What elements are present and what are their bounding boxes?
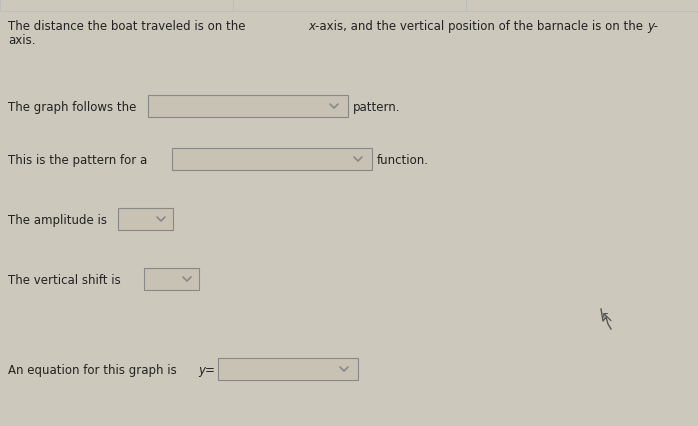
Bar [0,0,698,12]
Text: -axis, and the vertical position of the barnacle is on the: -axis, and the vertical position of the … [315,20,647,33]
Text: The amplitude is: The amplitude is [8,213,111,227]
Bar [148,96,348,118]
Bar [118,208,173,230]
Text: An equation for this graph is: An equation for this graph is [8,363,181,376]
Text: y: y [198,363,205,376]
Text: axis.: axis. [8,34,36,47]
Text: =: = [205,363,215,376]
Text: This is the pattern for a: This is the pattern for a [8,154,151,167]
Text: x: x [308,20,315,33]
Bar [144,268,199,290]
Text: y-: y- [647,20,658,33]
Bar [172,149,372,170]
Text: The distance the boat traveled is on the: The distance the boat traveled is on the [8,20,249,33]
Text: The vertical shift is: The vertical shift is [8,273,124,286]
Text: function.: function. [377,154,429,167]
Bar [218,358,358,380]
Text: pattern.: pattern. [353,101,401,114]
Text: ↖: ↖ [601,309,614,324]
Text: The graph follows the: The graph follows the [8,101,140,114]
